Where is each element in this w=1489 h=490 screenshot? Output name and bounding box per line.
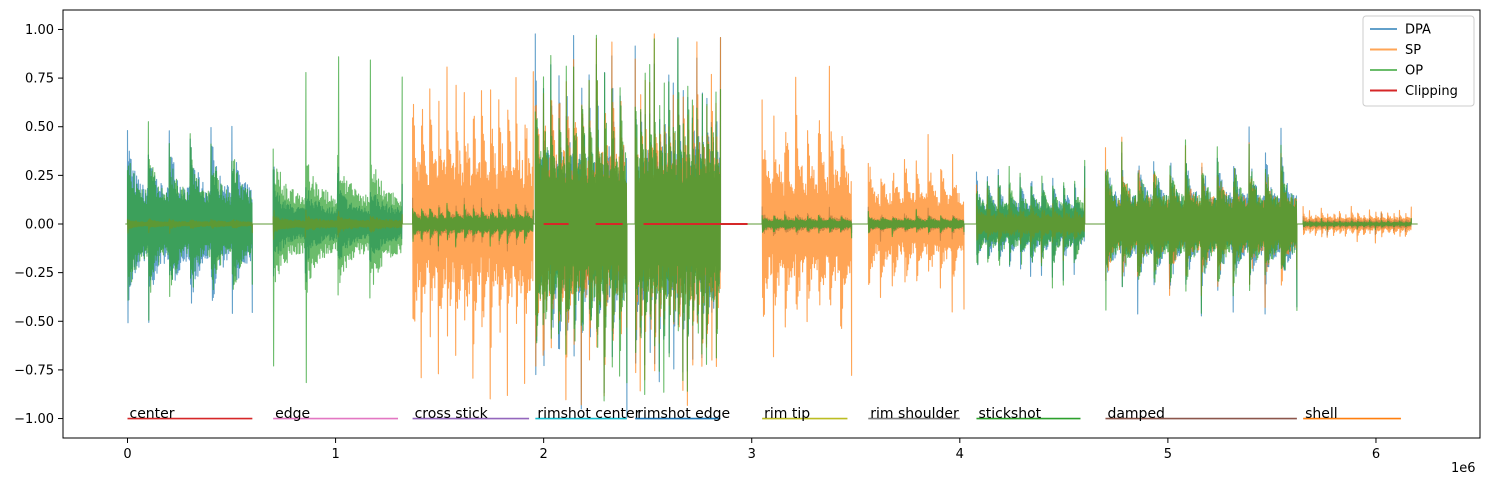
- segment-label: rim tip: [764, 406, 810, 422]
- segment-label: damped: [1107, 406, 1165, 422]
- segment-label: center: [130, 406, 175, 422]
- segment-label: rimshot edge: [637, 406, 730, 422]
- x-tick-label: 3: [748, 447, 756, 462]
- axis-layer: 0 1 2 3 4 5 6 −1.00 −0.75 −0.50 −0.25 0.00 0.25 0.50 0…: [14, 23, 1380, 462]
- segment-layer: center edge cross stick rimshot centerrimsh…: [127, 406, 1401, 422]
- y-tick-label: 1.00: [25, 23, 54, 38]
- segment-label: rimshot center: [537, 406, 640, 422]
- y-tick-label: 0.75: [25, 72, 54, 87]
- y-tick-label: −0.50: [14, 315, 54, 330]
- series-layer: [125, 33, 1418, 419]
- segment-label: stickshot: [978, 406, 1041, 422]
- y-tick-label: 0.25: [25, 169, 54, 184]
- y-tick-label: −0.25: [14, 266, 54, 281]
- y-tick-label: 0.50: [25, 120, 54, 135]
- legend-box: [1362, 15, 1475, 107]
- x-tick-label: 6: [1372, 447, 1380, 462]
- y-tick-label: −1.00: [14, 412, 54, 427]
- x-offset-label: 1e6: [1451, 461, 1476, 476]
- segment-label: shell: [1305, 406, 1338, 422]
- segment-label: cross stick: [415, 406, 489, 422]
- legend-label-dpa: DPA: [1405, 23, 1431, 38]
- x-tick-label: 4: [956, 447, 964, 462]
- legend-label-sp: SP: [1405, 43, 1421, 58]
- y-tick-label: 0.00: [25, 218, 54, 233]
- x-tick-label: 1: [331, 447, 339, 462]
- legend-label-clipping: Clipping: [1405, 84, 1458, 99]
- x-tick-label: 2: [540, 447, 548, 462]
- legend: DPA SP OP Clipping: [1362, 15, 1475, 107]
- x-tick-label: 0: [123, 447, 131, 462]
- segment-label: rim shoulder: [870, 406, 959, 422]
- legend-label-op: OP: [1405, 64, 1423, 79]
- segment-label: edge: [275, 406, 310, 422]
- y-tick-label: −0.75: [14, 363, 54, 378]
- series-op-line: [125, 34, 1418, 402]
- x-tick-label: 5: [1164, 447, 1172, 462]
